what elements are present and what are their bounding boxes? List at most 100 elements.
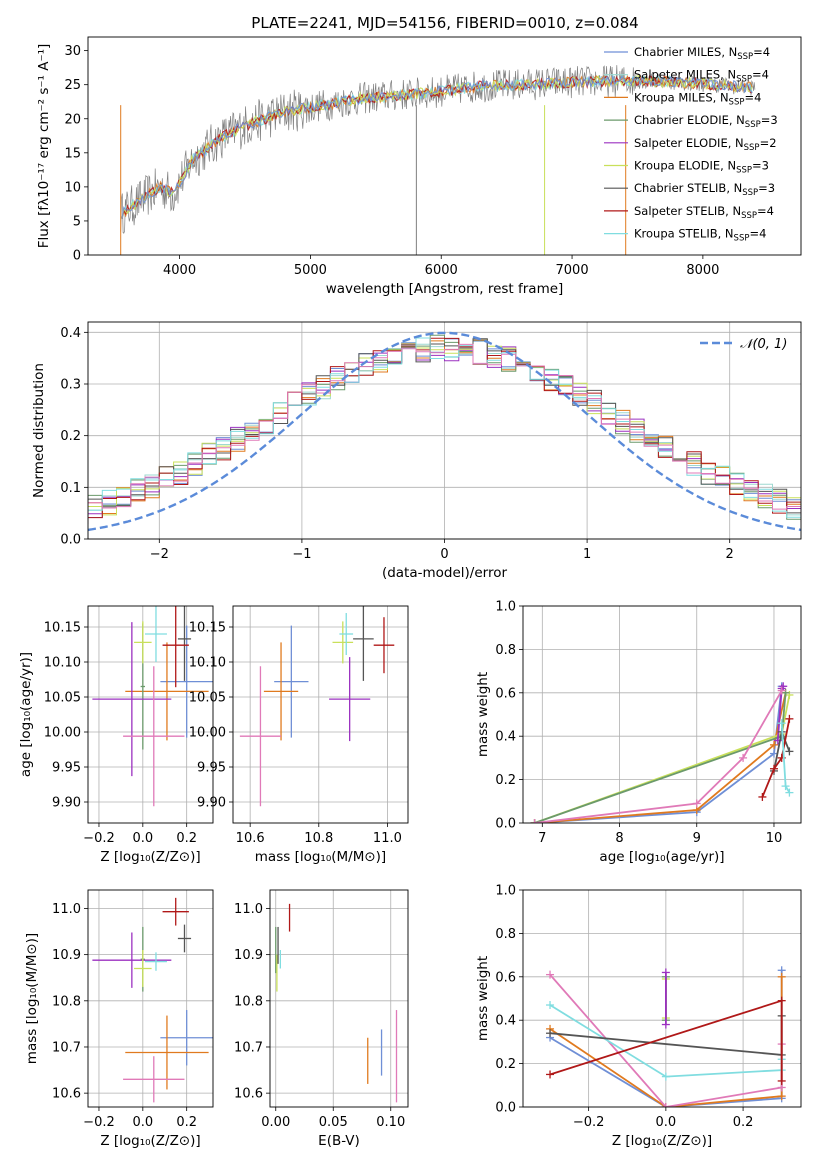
x-tick-label: 7000 (556, 263, 589, 278)
y-tick-label: 10.10 (189, 656, 226, 671)
y-tick-label: 0.4 (495, 730, 516, 745)
y-tick-label: 0.2 (495, 773, 516, 788)
x-tick-label: 9 (693, 831, 701, 846)
weight-marker (661, 968, 670, 977)
y-tick-label: 1.0 (495, 884, 516, 899)
residual-histogram (88, 337, 801, 524)
x-tick-label: 0.0 (132, 1115, 153, 1130)
error-bar (373, 617, 395, 674)
residual-histogram (88, 343, 801, 524)
x-tick-label: 4000 (163, 263, 196, 278)
weight-marker (777, 686, 786, 695)
weight-line (534, 690, 783, 823)
y-tick-label: 10 (64, 180, 81, 195)
axes-frame (232, 605, 409, 824)
model-spectrum (121, 75, 753, 219)
x-tick-label: 10.8 (304, 831, 333, 846)
error-bar (125, 642, 209, 741)
weight-marker (785, 788, 794, 797)
error-bar (123, 666, 185, 807)
error-bar (239, 666, 282, 807)
weight-marker (785, 747, 794, 756)
axes-frame (522, 889, 802, 1108)
error-bar (145, 952, 167, 971)
y-tick-label: 0.4 (495, 1014, 516, 1029)
axes-frame (87, 889, 214, 1108)
legend-entry: Chabrier ELODIE, NSSP=3 (634, 113, 778, 130)
weight-marker (781, 782, 790, 791)
error-bar (263, 642, 299, 741)
y-axis-label: Normed distribution (31, 363, 47, 498)
chart-age_vs_Z: −0.2 0.0 0.2 9.90 9.95 10.00 10.05 10.10 10.15 Z … (18, 605, 214, 865)
y-tick-label: 0.6 (495, 970, 516, 985)
weight-marker (758, 792, 767, 801)
y-tick-label: 10.6 (52, 1087, 81, 1102)
y-tick-label: 0.0 (495, 817, 516, 832)
y-tick-label: 20 (64, 112, 81, 127)
error-bar (160, 625, 213, 738)
y-tick-label: 9.95 (52, 761, 81, 776)
chart-age_vs_mass: 10.6 10.8 11.0 9.90 9.95 10.00 10.05 10.10 10.15… (189, 605, 409, 865)
y-tick-label: 10.6 (234, 1087, 263, 1102)
x-axis-label: Z [log₁₀(Z/Z⊙)] (612, 1133, 712, 1149)
legend-entry: Salpeter ELODIE, NSSP=2 (634, 136, 777, 153)
y-tick-label: 10.10 (44, 656, 81, 671)
plot-area (92, 606, 213, 807)
weight-marker (777, 1076, 786, 1085)
legend-entry: 𝒩(0, 1) (740, 337, 787, 352)
chart-residuals: −2 −1 0 1 2 0.0 0.1 0.2 0.3 0.4 (data-model)/error… (31, 321, 802, 581)
figure-title: PLATE=2241, MJD=54156, FIBERID=0010, z=0… (251, 14, 638, 32)
x-tick-label: 0.0 (132, 831, 153, 846)
error-bar (123, 1056, 185, 1103)
error-bar (177, 606, 192, 681)
y-tick-label: 9.95 (197, 761, 226, 776)
axes-frame (87, 605, 214, 824)
x-tick-label: 0.2 (176, 1115, 197, 1130)
y-tick-label: 0.6 (495, 686, 516, 701)
weight-marker (777, 996, 786, 1005)
axes-frame (269, 889, 409, 1108)
legend-entry: Kroupa ELODIE, NSSP=3 (634, 159, 769, 176)
x-tick-label: 0.0 (656, 1115, 677, 1130)
weight-marker (546, 1001, 555, 1010)
x-axis-label: Z [log₁₀(Z/Z⊙)] (100, 1133, 200, 1149)
plot-area (239, 606, 395, 807)
y-tick-label: 25 (64, 78, 81, 93)
weight-marker (739, 753, 748, 762)
x-tick-label: −0.2 (573, 1115, 605, 1130)
y-tick-label: 0.0 (495, 1101, 516, 1116)
x-tick-label: 0.05 (319, 1115, 348, 1130)
weight-marker (546, 1070, 555, 1079)
y-tick-label: 0.2 (495, 1057, 516, 1072)
legend-entry: Chabrier STELIB, NSSP=3 (634, 181, 775, 198)
y-tick-label: 11.0 (52, 902, 81, 917)
x-axis-label: Z [log₁₀(Z/Z⊙)] (100, 849, 200, 865)
y-tick-label: 10.8 (234, 994, 263, 1009)
weight-marker (777, 972, 786, 981)
y-tick-label: 10.15 (44, 621, 81, 636)
weight-line (534, 692, 787, 823)
weight-line (534, 686, 783, 823)
y-tick-label: 15 (64, 146, 81, 161)
error-bar (125, 1015, 209, 1090)
x-tick-label: 0 (440, 547, 448, 562)
weight-marker (777, 719, 786, 728)
x-tick-label: 10 (766, 831, 783, 846)
error-bar (274, 625, 309, 738)
y-tick-label: 0 (73, 249, 81, 264)
legend-entry: Chabrier MILES, NSSP=4 (634, 45, 770, 62)
legend-entry: Salpeter STELIB, NSSP=4 (634, 204, 774, 221)
weight-marker (546, 970, 555, 979)
error-bar (353, 606, 374, 681)
error-bar (177, 924, 192, 953)
error-bar (92, 932, 172, 988)
chart-weight_vs_Z: −0.2 0.0 0.2 0.0 0.2 0.4 0.6 0.8 1.0 Z [log₁₀(Z/Z… (475, 884, 802, 1149)
x-tick-label: 8 (615, 831, 623, 846)
spectrum-legend: Chabrier MILES, NSSP=4 Salpeter MILES, NS… (604, 45, 778, 244)
error-bar (329, 657, 371, 742)
model-spectrum (121, 74, 753, 219)
y-tick-label: 0.0 (60, 533, 81, 548)
x-axis-label: (data-model)/error (382, 565, 508, 581)
y-tick-label: 9.90 (197, 796, 226, 811)
y-tick-label: 10.8 (52, 994, 81, 1009)
